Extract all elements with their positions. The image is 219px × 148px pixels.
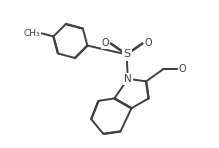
Text: S: S (123, 49, 130, 59)
Text: O: O (179, 64, 186, 74)
Text: O: O (145, 38, 152, 48)
Text: O: O (101, 38, 109, 48)
Text: CH₃: CH₃ (24, 29, 40, 38)
Text: N: N (124, 74, 132, 84)
